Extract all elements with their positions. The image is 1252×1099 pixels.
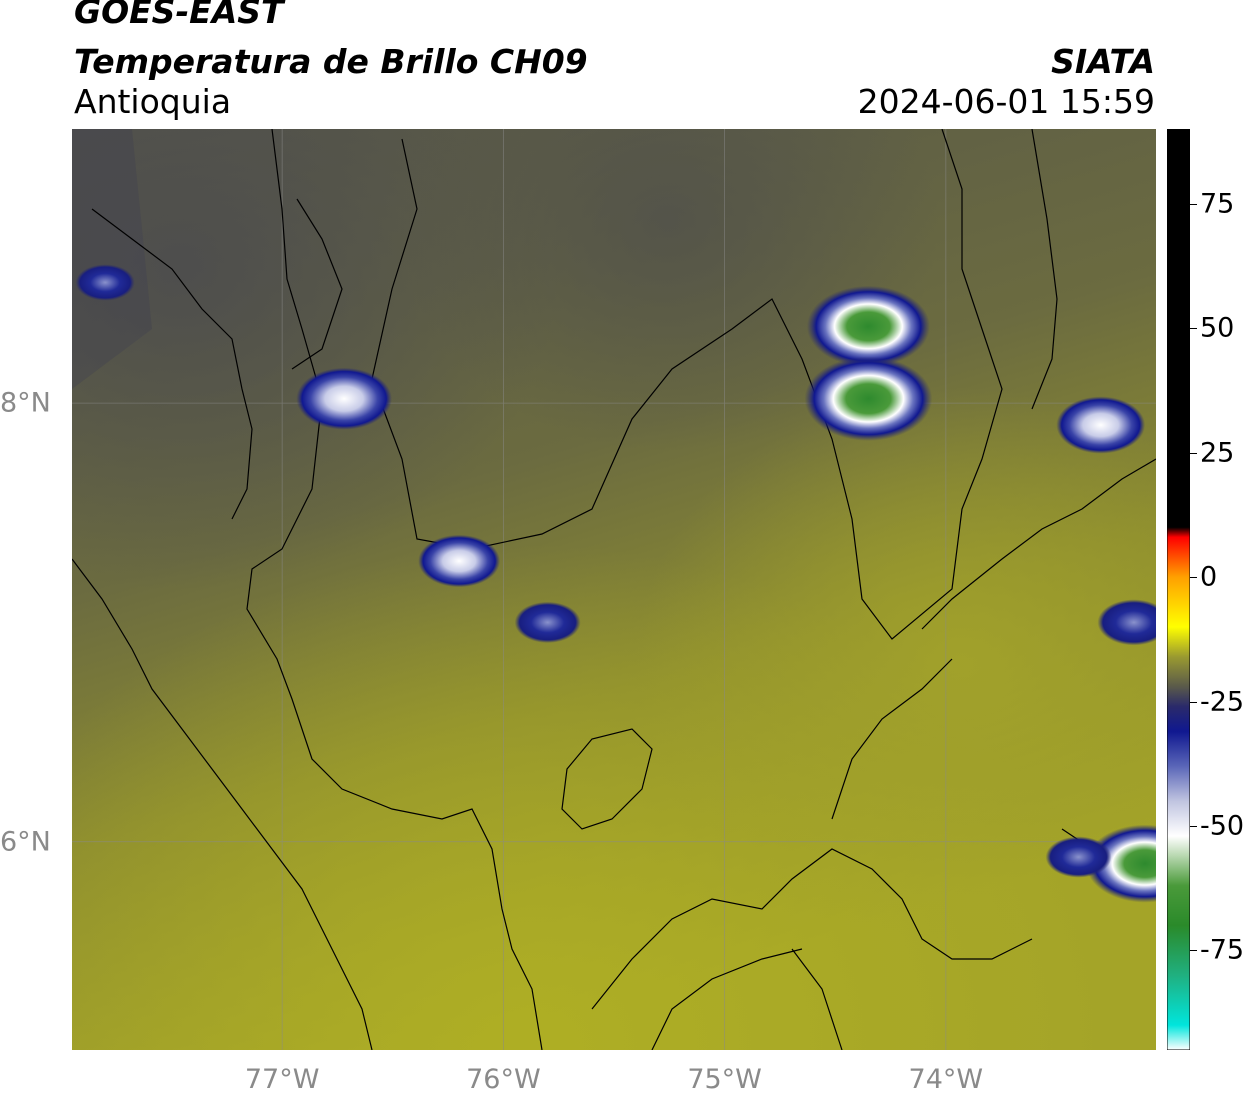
colorbar-fill: [1166, 128, 1191, 1051]
y-tick-label: 8°N: [0, 387, 51, 419]
colorbar-tick-label: 75: [1200, 188, 1235, 220]
colorbar-tick-label: -25: [1200, 686, 1245, 717]
colorbar-tick-mark: [1190, 452, 1197, 454]
colorbar-tick-label: 25: [1200, 437, 1235, 469]
cold-cloud-cell: [806, 285, 930, 367]
cold-cloud-cell: [75, 264, 135, 301]
colorbar-tick-label: 50: [1200, 312, 1235, 344]
colorbar-tick-label: 0: [1200, 561, 1218, 593]
cold-cloud-cell: [804, 356, 933, 441]
organization-label: SIATA: [1051, 42, 1155, 81]
cold-cloud-cell: [1045, 836, 1112, 878]
region-title: Antioquia: [74, 82, 232, 121]
x-tick-label: 74°W: [908, 1064, 984, 1095]
cold-cloud-cell: [418, 534, 501, 588]
datetime-label: 2024-06-01 15:59: [857, 82, 1155, 121]
cold-cloud-cell: [1097, 599, 1171, 646]
cold-cloud-cell: [514, 601, 581, 643]
brightness-temperature-map: [71, 128, 1205, 1051]
colorbar-tick-mark: [1190, 203, 1197, 205]
cold-cloud-cells: [75, 264, 1205, 903]
x-tick-label: 75°W: [687, 1064, 762, 1095]
cold-cloud-cell: [1056, 396, 1146, 454]
colorbar-tick-label: -75: [1200, 934, 1245, 966]
colorbar-tick-mark: [1190, 701, 1197, 703]
colorbar-tick-mark: [1190, 825, 1197, 827]
cold-cloud-cell: [296, 367, 392, 430]
x-tick-label: 77°W: [244, 1064, 320, 1095]
y-tick-label: 6°N: [0, 826, 51, 858]
boundary-lines: [71, 128, 1157, 1051]
colorbar-tick-mark: [1190, 577, 1197, 579]
product-title: Temperatura de Brillo CH09: [74, 42, 588, 81]
x-tick-label: 76°W: [466, 1064, 541, 1095]
graticule: [72, 129, 1156, 1050]
colorbar-tick-mark: [1190, 328, 1197, 330]
satellite-title: GOES-EAST: [74, 0, 284, 31]
colorbar-tick-label: -50: [1200, 810, 1245, 842]
colorbar-tick-mark: [1190, 950, 1197, 952]
temperature-colorbar: [1166, 128, 1191, 1051]
